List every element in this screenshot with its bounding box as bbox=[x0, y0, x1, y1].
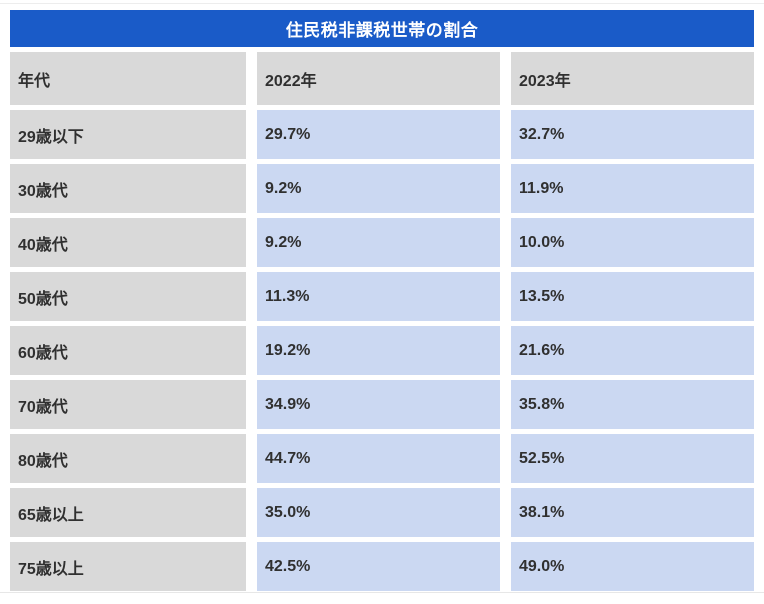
value-cell-2023: 35.8% bbox=[511, 380, 754, 429]
data-table: 年代 2022年 2023年 29歳以下 29.7% 32.7% 30歳代 9.… bbox=[10, 52, 754, 591]
row-label-cell: 40歳代 bbox=[10, 218, 246, 267]
row-label-cell: 29歳以下 bbox=[10, 110, 246, 159]
bottom-divider bbox=[0, 592, 764, 593]
row-label-cell: 65歳以上 bbox=[10, 488, 246, 537]
value-cell-2023: 13.5% bbox=[511, 272, 754, 321]
value-cell-2022: 9.2% bbox=[257, 164, 500, 213]
value-cell-2022: 42.5% bbox=[257, 542, 500, 591]
tax-exempt-households-table: 住民税非課税世帯の割合 年代 2022年 2023年 29歳以下 29.7% 3… bbox=[10, 10, 754, 591]
value-cell-2022: 11.3% bbox=[257, 272, 500, 321]
value-cell-2023: 49.0% bbox=[511, 542, 754, 591]
value-cell-2023: 52.5% bbox=[511, 434, 754, 483]
row-label-cell: 30歳代 bbox=[10, 164, 246, 213]
value-cell-2023: 38.1% bbox=[511, 488, 754, 537]
row-label-cell: 50歳代 bbox=[10, 272, 246, 321]
header-cell-2022: 2022年 bbox=[257, 52, 500, 105]
row-label-cell: 60歳代 bbox=[10, 326, 246, 375]
value-cell-2022: 29.7% bbox=[257, 110, 500, 159]
value-cell-2022: 35.0% bbox=[257, 488, 500, 537]
header-cell-age: 年代 bbox=[10, 52, 246, 105]
table-title: 住民税非課税世帯の割合 bbox=[285, 21, 479, 40]
value-cell-2023: 32.7% bbox=[511, 110, 754, 159]
value-cell-2022: 19.2% bbox=[257, 326, 500, 375]
header-cell-2023: 2023年 bbox=[511, 52, 754, 105]
value-cell-2023: 10.0% bbox=[511, 218, 754, 267]
value-cell-2022: 44.7% bbox=[257, 434, 500, 483]
value-cell-2022: 34.9% bbox=[257, 380, 500, 429]
value-cell-2023: 11.9% bbox=[511, 164, 754, 213]
table-title-bar: 住民税非課税世帯の割合 bbox=[10, 10, 754, 47]
row-label-cell: 80歳代 bbox=[10, 434, 246, 483]
value-cell-2023: 21.6% bbox=[511, 326, 754, 375]
row-label-cell: 75歳以上 bbox=[10, 542, 246, 591]
top-divider bbox=[0, 3, 764, 4]
row-label-cell: 70歳代 bbox=[10, 380, 246, 429]
value-cell-2022: 9.2% bbox=[257, 218, 500, 267]
